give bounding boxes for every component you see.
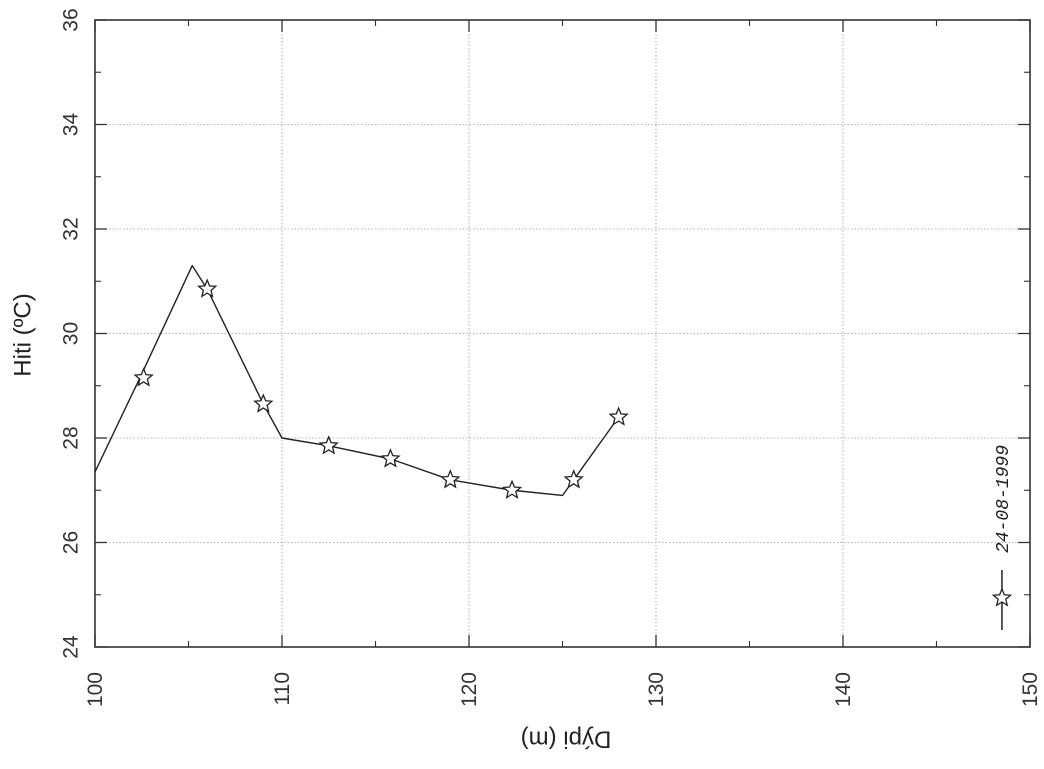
data-point-star [133, 367, 154, 387]
x-tick-label: 140 [832, 672, 855, 707]
y-tick-label: 28 [59, 426, 82, 449]
y-axis-label: Hiti (ºC) [9, 293, 36, 376]
x-tick-label: 120 [458, 672, 481, 707]
legend-series-label: 24-08-1999 [994, 445, 1014, 553]
x-axis-label: Dýpi (m) [521, 726, 612, 753]
grid-lines [95, 20, 1030, 647]
legend-star-marker [991, 587, 1013, 607]
x-tick-label: 150 [1019, 672, 1042, 707]
data-point-star [253, 393, 274, 413]
data-point-star [318, 435, 339, 455]
data-point-star [380, 448, 401, 468]
x-tick-labels: 100 110 120 130 140 150 [84, 672, 1042, 707]
data-point-star [608, 406, 629, 426]
x-tick-label: 130 [645, 672, 668, 707]
x-tick-label: 110 [271, 672, 294, 705]
y-tick-label: 36 [59, 8, 82, 31]
data-point-star [197, 278, 218, 298]
y-tick-labels: 24 26 28 30 32 34 36 [59, 8, 82, 658]
axis-ticks [94, 19, 1031, 648]
legend: 24-08-1999 [991, 445, 1014, 630]
y-tick-label: 34 [59, 113, 82, 137]
y-tick-label: 24 [59, 635, 82, 659]
y-tick-label: 30 [59, 322, 82, 345]
data-point-star [501, 479, 523, 499]
x-tick-label: 100 [84, 672, 107, 707]
series-layer [94, 264, 629, 499]
y-tick-label: 32 [59, 217, 82, 240]
data-point-star [563, 469, 584, 489]
y-tick-label: 26 [59, 531, 82, 554]
data-point-star [440, 469, 461, 489]
